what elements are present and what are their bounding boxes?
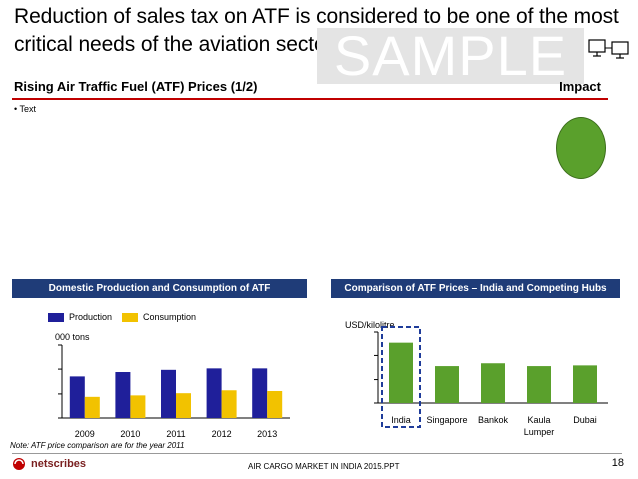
footer-divider bbox=[12, 453, 622, 454]
legend-consumption-label: Consumption bbox=[143, 312, 197, 322]
bar-production-2010 bbox=[115, 372, 131, 418]
bar-consumption-2009 bbox=[84, 396, 100, 418]
left-chart-unit: 000 tons bbox=[55, 332, 90, 342]
chart-legend: Production Consumption bbox=[48, 312, 206, 322]
bar-kaula-lumper bbox=[527, 366, 551, 403]
bar-consumption-2012 bbox=[221, 390, 237, 418]
bar-production-2011 bbox=[161, 369, 176, 418]
x-tick-label-2010: 2010 bbox=[120, 429, 140, 439]
x-tick-label-2011: 2011 bbox=[166, 429, 185, 439]
left-panel-header: Domestic Production and Consumption of A… bbox=[12, 279, 307, 298]
netscribes-logo: netscribes bbox=[12, 457, 86, 471]
monitor-icon bbox=[588, 39, 629, 59]
legend-production: Production bbox=[48, 312, 112, 322]
sample-watermark: SAMPLE bbox=[317, 28, 584, 84]
x-tick-label-singapore: Singapore bbox=[426, 415, 467, 425]
bar-production-2009 bbox=[69, 376, 85, 418]
page-number: 18 bbox=[611, 457, 624, 469]
bullet-text: • Text bbox=[14, 104, 36, 114]
bar-production-2013 bbox=[252, 368, 268, 418]
logo-text: netscribes bbox=[31, 458, 87, 470]
highlight-box-india bbox=[381, 326, 421, 428]
bar-bankok bbox=[481, 363, 505, 403]
bar-dubai bbox=[573, 365, 597, 403]
bar-singapore bbox=[435, 366, 459, 403]
x-tick-label-india: India bbox=[391, 415, 411, 425]
x-tick-label-kaula-lumper-line2: Lumper bbox=[524, 427, 555, 437]
x-tick-label-kaula-lumper-line1: Kaula bbox=[527, 415, 550, 425]
logo-mark-icon bbox=[13, 458, 25, 470]
x-tick-label-dubai: Dubai bbox=[573, 415, 597, 425]
x-tick-label-2013: 2013 bbox=[257, 429, 277, 439]
legend-production-label: Production bbox=[69, 312, 113, 322]
impact-indicator bbox=[556, 117, 606, 179]
right-panel-header: Comparison of ATF Prices – India and Com… bbox=[331, 279, 620, 298]
section-divider bbox=[12, 98, 608, 100]
impact-label: Impact bbox=[559, 79, 601, 94]
x-tick-label-2012: 2012 bbox=[212, 429, 232, 439]
footnote: Note: ATF price comparison are for the y… bbox=[10, 441, 185, 450]
legend-production-swatch bbox=[48, 312, 64, 322]
x-tick-label-bankok: Bankok bbox=[478, 415, 509, 425]
footer-filename: AIR CARGO MARKET IN INDIA 2015.PPT bbox=[248, 462, 400, 471]
bar-production-2012 bbox=[206, 368, 222, 418]
legend-consumption: Consumption bbox=[122, 312, 196, 322]
section-subtitle: Rising Air Traffic Fuel (ATF) Prices (1/… bbox=[14, 79, 258, 94]
slide-title: Reduction of sales tax on ATF is conside… bbox=[14, 5, 619, 56]
bar-consumption-2010 bbox=[130, 395, 146, 418]
right-chart-unit: USD/kilolitre bbox=[345, 320, 395, 330]
bar-consumption-2013 bbox=[267, 390, 283, 418]
legend-consumption-swatch bbox=[122, 312, 139, 322]
bar-consumption-2011 bbox=[176, 393, 191, 418]
bar-india bbox=[389, 342, 413, 403]
x-tick-label-2009: 2009 bbox=[75, 429, 95, 439]
